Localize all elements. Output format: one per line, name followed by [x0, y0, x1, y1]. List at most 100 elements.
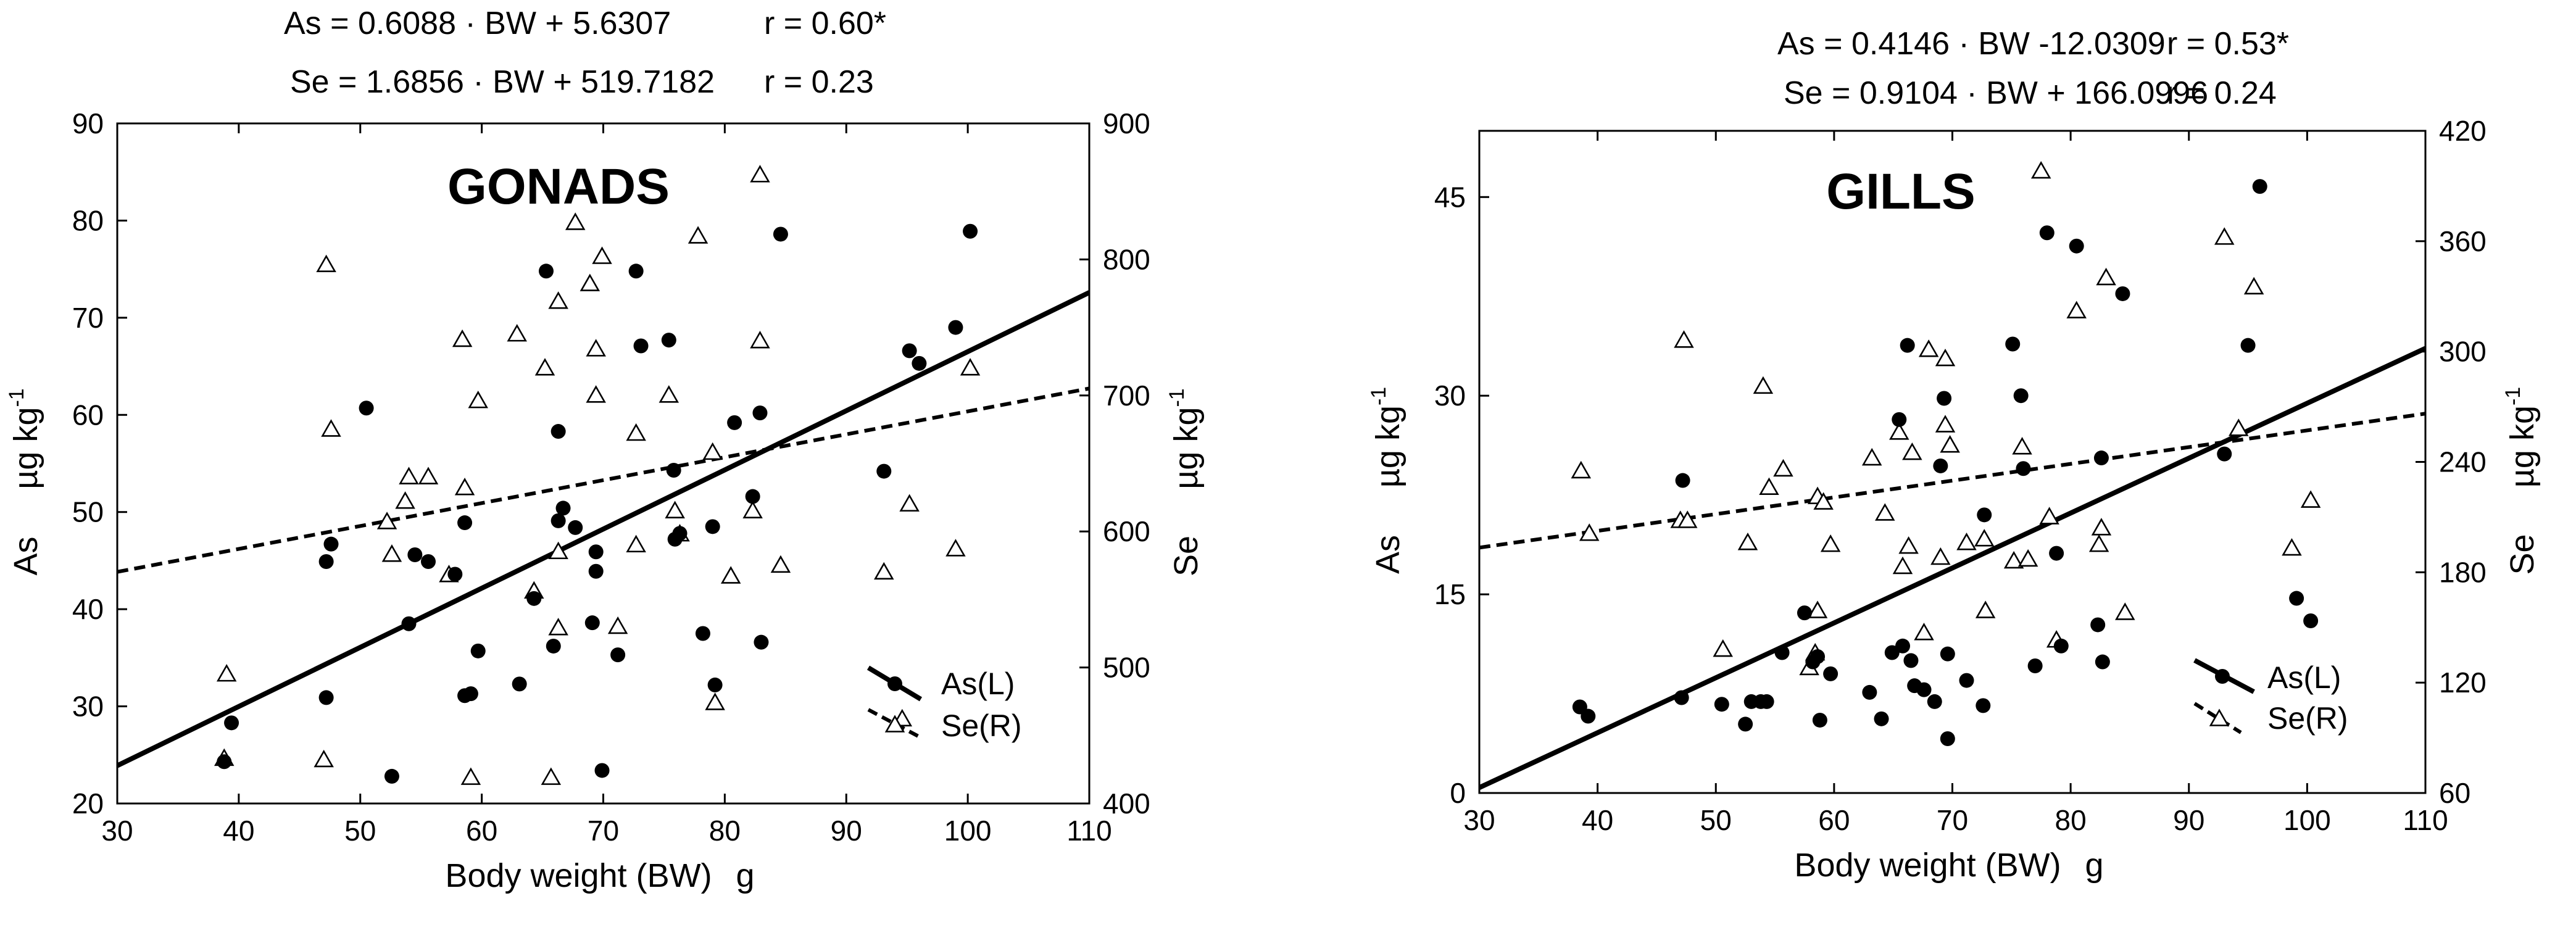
se-point — [750, 165, 770, 183]
se-point — [321, 419, 341, 437]
y-left-axis-name: As — [1369, 535, 1406, 574]
se-point — [1975, 600, 1996, 618]
se-point — [2214, 227, 2235, 245]
y-left-tick-label: 30 — [72, 691, 104, 723]
se-point — [1861, 447, 1882, 466]
as-point — [707, 677, 723, 692]
se-point — [945, 539, 966, 557]
as-point — [1581, 708, 1596, 724]
as-point — [588, 563, 604, 579]
as-point — [1797, 605, 1812, 621]
se-point — [2243, 276, 2264, 295]
x-axis-unit: g — [736, 857, 754, 894]
legend-se-label: Se(R) — [941, 708, 1022, 743]
x-tick-label: 110 — [1066, 815, 1111, 847]
as-point — [224, 715, 239, 731]
as-point — [666, 463, 681, 478]
y-right-tick-label: 800 — [1103, 243, 1150, 275]
se-point — [1674, 330, 1694, 348]
as-point — [705, 519, 720, 534]
se-point — [507, 323, 527, 342]
se-point — [1902, 442, 1922, 460]
y-right-axis-unit-exp: -1 — [2501, 387, 2525, 405]
se-point — [2282, 538, 2302, 556]
as-point — [902, 343, 917, 359]
x-tick-label: 40 — [1582, 804, 1613, 836]
x-tick-label: 100 — [944, 815, 992, 847]
y-left-tick-label: 45 — [1434, 181, 1466, 213]
y-left-axis-label: As µg kg-1 — [5, 388, 44, 575]
y-right-tick-label: 180 — [2439, 556, 2487, 588]
y-right-axis-label: Se µg kg-1 — [2501, 387, 2541, 575]
y-left-tick-label: 40 — [72, 593, 104, 625]
gonads-panel: As = 0.6088 · BW + 5.6307 r = 0.60* Se = 1… — [5, 6, 1205, 894]
y-right-axis-name: Se — [1168, 536, 1205, 576]
as-point — [470, 643, 486, 658]
panel-title: GILLS — [1826, 164, 1975, 220]
x-tick-label: 80 — [2055, 804, 2087, 836]
se-point — [874, 562, 894, 580]
legend-se-line — [867, 708, 920, 738]
se-point — [665, 500, 685, 518]
se-point — [548, 291, 568, 309]
se-equation: Se = 0.9104 · BW + 166.0996 — [1784, 75, 2208, 111]
as-point — [1774, 645, 1790, 660]
legend-as-label: As(L) — [941, 666, 1015, 701]
as-point — [727, 415, 742, 430]
y-right-tick-label: 400 — [1103, 787, 1150, 820]
y-right-axis-unit: µg kg-1 — [1165, 388, 1205, 489]
se-point — [468, 390, 488, 409]
se-point — [1898, 536, 1919, 554]
se-point — [460, 767, 481, 785]
se-point — [960, 358, 981, 376]
se-equation: Se = 1.6856 · BW + 519.7182 — [290, 64, 715, 100]
se-point — [688, 226, 708, 244]
y-left-tick-label: 30 — [1434, 380, 1466, 412]
se-point — [534, 358, 555, 376]
legend-se-label: Se(R) — [2267, 701, 2348, 736]
legend-se-marker — [884, 715, 905, 733]
y-right-tick-label: 700 — [1103, 380, 1150, 412]
se-point — [1579, 523, 1600, 541]
as-point — [323, 536, 339, 552]
legend-as-marker — [887, 676, 902, 691]
y-left-tick-label: 0 — [1450, 777, 1466, 809]
x-tick-label: 60 — [466, 815, 497, 847]
x-tick-label: 110 — [2403, 804, 2448, 836]
se-point — [1677, 510, 1698, 528]
y-left-tick-label: 90 — [72, 107, 104, 139]
as-point — [1927, 694, 1942, 709]
as-point — [546, 638, 561, 654]
as-point — [752, 405, 768, 421]
y-right-axis-name: Se — [2504, 534, 2541, 575]
as-point — [876, 463, 892, 479]
as-point — [695, 626, 710, 641]
as-point — [457, 515, 473, 531]
se-point — [659, 385, 679, 403]
se-point — [1892, 556, 1913, 575]
as-point — [2005, 336, 2021, 352]
se-point — [565, 212, 586, 230]
as-point — [2217, 446, 2232, 462]
se-point — [1930, 547, 1951, 565]
x-tick-label: 90 — [831, 815, 862, 847]
se-point — [702, 442, 723, 460]
as-regression-line — [1479, 346, 2425, 790]
as-point — [2093, 450, 2109, 466]
as-point — [610, 647, 626, 663]
x-tick-label: 40 — [223, 815, 254, 847]
panel-title: GONADS — [447, 159, 670, 215]
x-axis-label: Body weight (BW) — [1794, 847, 2061, 884]
y-left-tick-label: 70 — [72, 302, 104, 334]
x-tick-label: 70 — [588, 815, 619, 847]
se-point — [2066, 301, 2087, 318]
se-point — [314, 749, 334, 768]
as-equation: As = 0.4146 · BW -12.0309 — [1777, 26, 2166, 62]
as-point — [1675, 473, 1690, 488]
as-point — [217, 754, 232, 770]
se-point — [418, 467, 439, 484]
legend-se-line — [2193, 702, 2242, 734]
as-point — [963, 223, 978, 239]
se-point — [2012, 437, 2032, 455]
se-point — [2039, 507, 2059, 525]
